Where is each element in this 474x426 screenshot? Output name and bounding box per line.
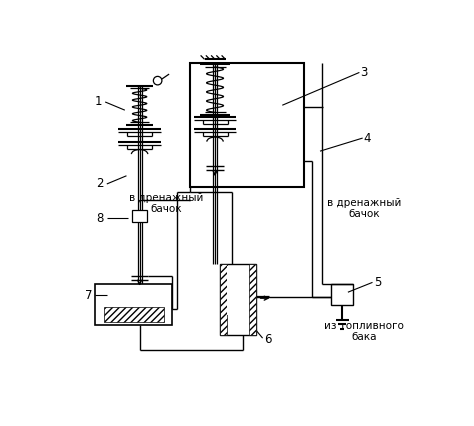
Text: в дренажный
бачок: в дренажный бачок	[327, 198, 401, 219]
Text: из топливного
бака: из топливного бака	[324, 321, 404, 343]
Text: 4: 4	[364, 132, 371, 144]
Bar	[331, 284, 353, 305]
Bar	[191, 63, 304, 187]
Text: 6: 6	[264, 333, 271, 346]
Bar	[220, 264, 227, 335]
Text: 3: 3	[361, 66, 368, 79]
Text: 7: 7	[85, 289, 92, 302]
Text: 2: 2	[97, 178, 104, 190]
Text: 8: 8	[97, 212, 104, 225]
Bar	[249, 264, 256, 335]
Bar	[227, 266, 249, 315]
Bar	[132, 210, 147, 222]
Bar	[95, 284, 173, 325]
Text: в дренажный
бачок: в дренажный бачок	[128, 193, 203, 214]
Bar	[103, 307, 164, 322]
Text: 1: 1	[95, 95, 102, 109]
Bar	[220, 264, 256, 335]
Text: 5: 5	[374, 276, 381, 289]
